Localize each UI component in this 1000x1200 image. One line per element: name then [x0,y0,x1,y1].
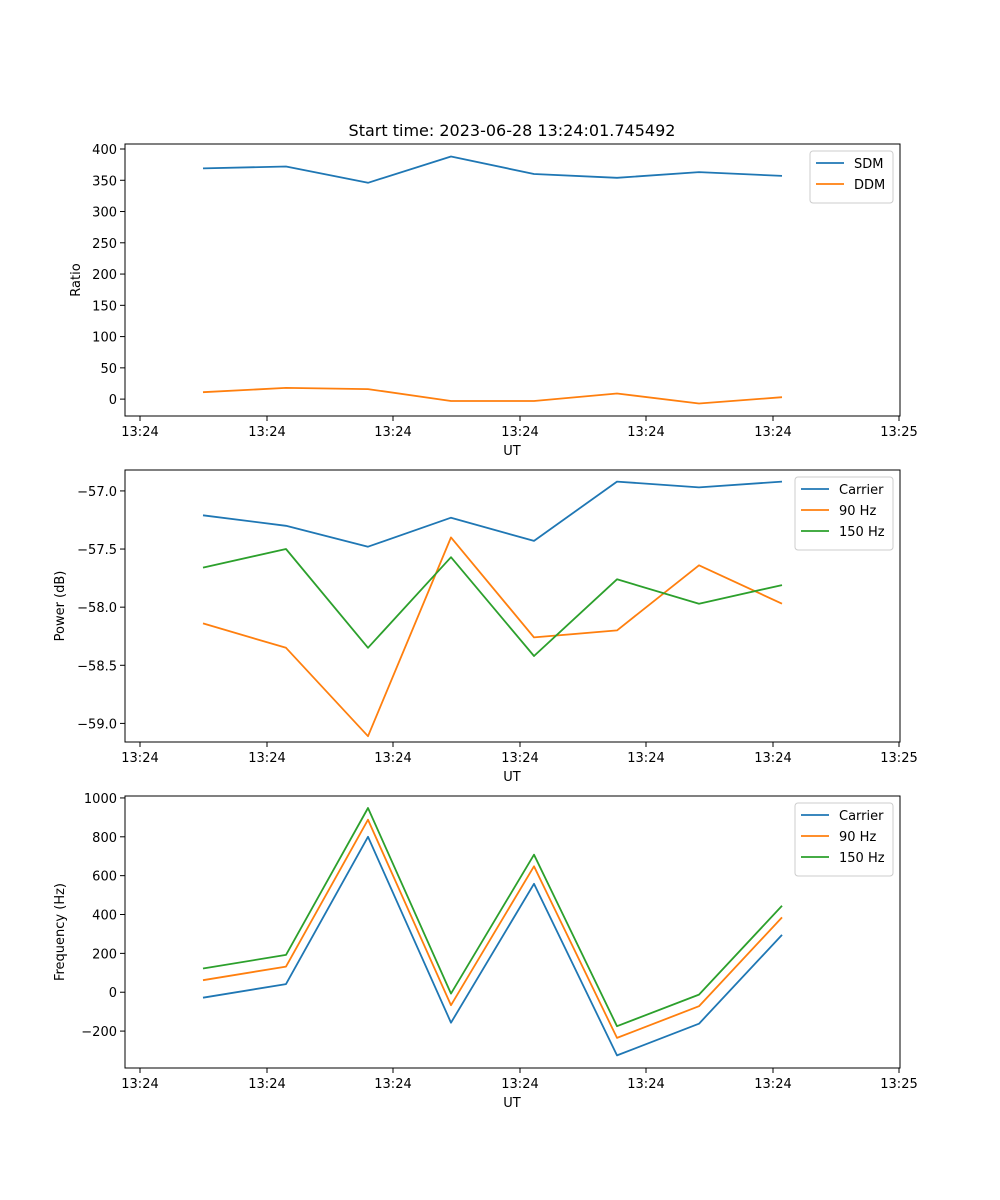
x-tick-label: 13:24 [374,751,411,766]
series-line-carrier [202,835,783,1057]
x-tick-label: 13:24 [121,751,158,766]
y-axis-label: Power (dB) [53,571,68,642]
y-tick-label: 200 [92,947,117,962]
series-line-90-hz [202,818,783,1039]
legend-entry: DDM [854,178,885,193]
y-tick-label: 150 [92,299,117,314]
x-tick-label: 13:24 [248,425,285,440]
x-tick-label: 13:24 [501,751,538,766]
legend: Carrier 90 Hz 150 Hz [794,802,894,877]
series-line-90-hz [202,536,783,738]
x-tick-label: 13:24 [627,751,664,766]
figure-title: Start time: 2023-06-28 13:24:01.745492 [349,121,676,140]
x-tick-label: 13:24 [121,425,158,440]
x-tick-label: 13:24 [754,425,791,440]
x-tick-label: 13:24 [374,1077,411,1092]
series-line-sdm [202,155,783,184]
x-tick-label: 13:24 [754,1077,791,1092]
axes-frame [124,795,901,1069]
x-tick-label: 13:24 [501,1077,538,1092]
x-tick-label: 13:25 [880,751,917,766]
y-tick-label: 400 [92,143,117,158]
series-line-carrier [202,480,783,548]
subplots: 13:24 13:24 13:24 13:24 13:24 13:24 13:25 UT 0 50… [53,143,918,1111]
subplot-2: 13:24 13:24 13:24 13:24 13:24 13:24 13:25 UT −59… [53,469,918,785]
legend-entry: 150 Hz [839,525,885,540]
subplot-3: 13:24 13:24 13:24 13:24 13:24 13:24 13:25 UT −20… [53,792,918,1111]
y-tick-label: 0 [109,986,117,1001]
series-line-150-hz [202,807,783,1028]
y-tick-label: 200 [92,268,117,283]
series-line-150-hz [202,548,783,657]
x-axis-label: UT [503,1096,521,1111]
y-axis-label: Ratio [69,263,84,296]
legend-entry: Carrier [839,809,884,824]
x-tick-label: 13:25 [880,1077,917,1092]
x-tick-label: 13:24 [627,425,664,440]
y-tick-label: −58.0 [77,601,117,616]
y-tick-label: 100 [92,331,117,346]
legend: Carrier 90 Hz 150 Hz [794,476,894,551]
legend-entry: 90 Hz [839,504,876,519]
y-tick-label: 350 [92,174,117,189]
y-tick-label: 600 [92,870,117,885]
y-tick-label: 250 [92,237,117,252]
y-tick-label: 0 [109,393,117,408]
legend-entry: 150 Hz [839,851,885,866]
y-tick-label: 1000 [84,792,117,807]
x-tick-label: 13:24 [627,1077,664,1092]
x-tick-label: 13:24 [374,425,411,440]
y-tick-label: −59.0 [77,717,117,732]
y-tick-label: −57.5 [77,543,117,558]
series-line-ddm [202,386,783,405]
y-tick-label: −58.5 [77,659,117,674]
legend-frame [809,150,894,204]
y-tick-label: −200 [81,1025,117,1040]
legend-entry: Carrier [839,483,884,498]
axes-frame [124,143,901,417]
x-tick-label: 13:24 [754,751,791,766]
y-tick-label: 400 [92,909,117,924]
subplot-1: 13:24 13:24 13:24 13:24 13:24 13:24 13:25 UT 0 50… [69,143,918,459]
legend-entry: SDM [854,157,883,172]
x-axis-label: UT [503,444,521,459]
x-axis-label: UT [503,770,521,785]
legend-entry: 90 Hz [839,830,876,845]
x-tick-label: 13:24 [501,425,538,440]
x-tick-label: 13:25 [880,425,917,440]
x-tick-label: 13:24 [121,1077,158,1092]
x-tick-label: 13:24 [248,1077,285,1092]
y-tick-label: 800 [92,831,117,846]
y-tick-label: 300 [92,206,117,221]
x-tick-label: 13:24 [248,751,285,766]
axes-frame [124,469,901,743]
y-tick-label: 50 [100,362,117,377]
legend: SDM DDM [809,150,894,204]
y-tick-label: −57.0 [77,485,117,500]
y-axis-label: Frequency (Hz) [53,883,68,981]
